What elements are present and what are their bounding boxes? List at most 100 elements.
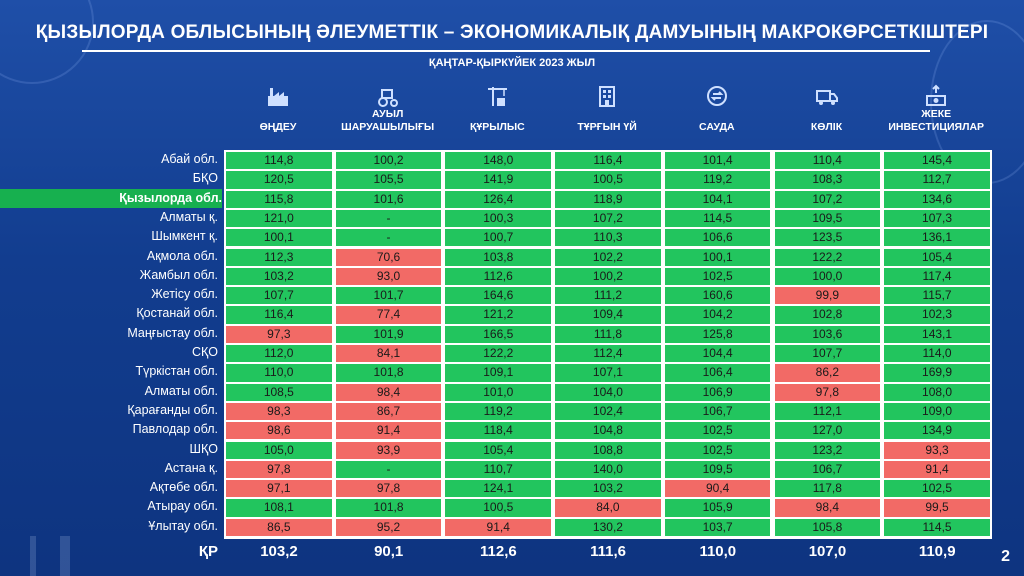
region-label: Жетісу обл. <box>151 287 218 302</box>
column-header: ТҰРҒЫН ҮЙ <box>553 78 661 140</box>
table-cell: 130,2 <box>555 518 661 536</box>
table-cell: 102,2 <box>555 248 661 266</box>
table-cell: 93,9 <box>335 441 442 459</box>
total-value: 110,0 <box>699 543 737 560</box>
table-cell: 115,7 <box>884 287 990 305</box>
table-cell: 110,4 <box>774 152 881 170</box>
total-label: ҚР <box>198 543 218 560</box>
table-cell: 109,4 <box>555 306 661 324</box>
table-cell: 86,7 <box>335 402 442 421</box>
table-cell: 97,8 <box>226 460 332 479</box>
table-cell: 108,3 <box>774 171 881 189</box>
table-cell: 127,0 <box>774 422 881 440</box>
total-value: 103,2 <box>260 543 298 560</box>
table-cell: 93,0 <box>335 267 442 286</box>
table-cell: 121,0 <box>226 209 332 228</box>
column-header-label: КӨЛІК <box>810 121 843 133</box>
table-cell: 98,4 <box>774 499 881 517</box>
table-cell: 107,7 <box>774 345 881 363</box>
table-cell: 90,4 <box>664 480 771 498</box>
table-cell: 109,5 <box>664 460 771 479</box>
table-cell: 100,5 <box>445 499 552 517</box>
table-cell: 141,9 <box>445 171 552 189</box>
region-label: Түркістан обл. <box>135 364 218 379</box>
factory-icon <box>266 84 290 108</box>
table-cell: 119,2 <box>664 171 771 189</box>
table-cell: 97,3 <box>226 325 332 343</box>
truck-icon <box>815 84 839 108</box>
table-cell: 102,8 <box>774 306 881 324</box>
region-label: Қарағанды обл. <box>127 402 218 417</box>
total-value: 110,9 <box>918 543 956 560</box>
table-cell: 91,4 <box>884 460 990 479</box>
total-value: 112,6 <box>480 543 517 560</box>
table-cell: 114,5 <box>884 518 990 536</box>
table-cell: 114,5 <box>664 209 771 228</box>
table-cell: 103,2 <box>555 480 661 498</box>
table-cell: 102,5 <box>664 422 771 440</box>
table-cell: 98,3 <box>226 402 332 421</box>
table-cell: 100,0 <box>774 267 881 286</box>
table-cell: 102,5 <box>884 480 990 498</box>
total-value: 111,6 <box>590 543 627 560</box>
table-cell: 124,1 <box>445 480 552 498</box>
table-cell: 107,7 <box>226 287 332 305</box>
table-cell: 105,9 <box>664 499 771 517</box>
table-cell: 120,5 <box>226 171 332 189</box>
table-cell: 121,2 <box>445 306 552 324</box>
table-cell: 100,1 <box>226 229 332 247</box>
table-cell: 160,6 <box>664 287 771 305</box>
table-cell: 115,8 <box>226 190 332 208</box>
table-cell: 102,4 <box>555 402 661 421</box>
table-cell: 105,8 <box>774 518 881 536</box>
table-cell: 143,1 <box>884 325 990 343</box>
table-cell: 100,1 <box>664 248 771 266</box>
column-header-label: САУДА <box>699 121 735 133</box>
title-divider <box>82 50 930 52</box>
table-cell: 99,9 <box>774 287 881 305</box>
table-cell: 123,5 <box>774 229 881 247</box>
table-cell: 119,2 <box>445 402 552 421</box>
table-cell: 106,7 <box>664 402 771 421</box>
region-label: Маңғыстау обл. <box>127 325 218 340</box>
table-cell: 105,4 <box>884 248 990 266</box>
table-cell: 105,4 <box>445 441 552 459</box>
skyline-decoration <box>0 536 1024 576</box>
column-header: САУДА <box>663 78 771 140</box>
money-investment-icon <box>924 84 948 108</box>
table-cell: 166,5 <box>445 325 552 343</box>
table-cell: 107,2 <box>555 209 661 228</box>
table-cell: 117,4 <box>884 267 990 286</box>
region-label: Жамбыл обл. <box>139 267 218 282</box>
table-cell: 101,7 <box>335 287 442 305</box>
table-cell: 110,0 <box>226 364 332 382</box>
table-cell: 123,2 <box>774 441 881 459</box>
tractor-icon <box>376 84 400 108</box>
column-header: АУЫЛ ШАРУАШЫЛЫҒЫ <box>334 78 442 140</box>
table-cell: 104,8 <box>555 422 661 440</box>
table-cell: 93,3 <box>884 441 990 459</box>
table-cell: 164,6 <box>445 287 552 305</box>
table-cell: 118,9 <box>555 190 661 208</box>
table-cell: 105,5 <box>335 171 442 189</box>
table-cell: 106,6 <box>664 229 771 247</box>
table-cell: 112,4 <box>555 345 661 363</box>
table-cell: 112,3 <box>226 248 332 266</box>
column-header-label: АУЫЛ ШАРУАШЫЛЫҒЫ <box>341 108 435 133</box>
table-cell: 112,1 <box>774 402 881 421</box>
table-cell: 122,2 <box>774 248 881 266</box>
table-cell: 100,7 <box>445 229 552 247</box>
table-cell: 107,3 <box>884 209 990 228</box>
trade-exchange-icon <box>705 84 729 108</box>
table-cell: 116,4 <box>555 152 661 170</box>
table-cell: 102,5 <box>664 267 771 286</box>
table-cell: 91,4 <box>445 518 552 536</box>
table-cell: - <box>335 460 442 479</box>
column-header-label: ӨҢДЕУ <box>259 121 297 133</box>
table-cell: 101,4 <box>664 152 771 170</box>
table-cell: 106,7 <box>774 460 881 479</box>
column-header: ӨҢДЕУ <box>224 78 332 140</box>
table-cell: 84,1 <box>335 345 442 363</box>
region-label: Астана қ. <box>164 460 218 475</box>
region-label: Павлодар обл. <box>132 422 218 437</box>
